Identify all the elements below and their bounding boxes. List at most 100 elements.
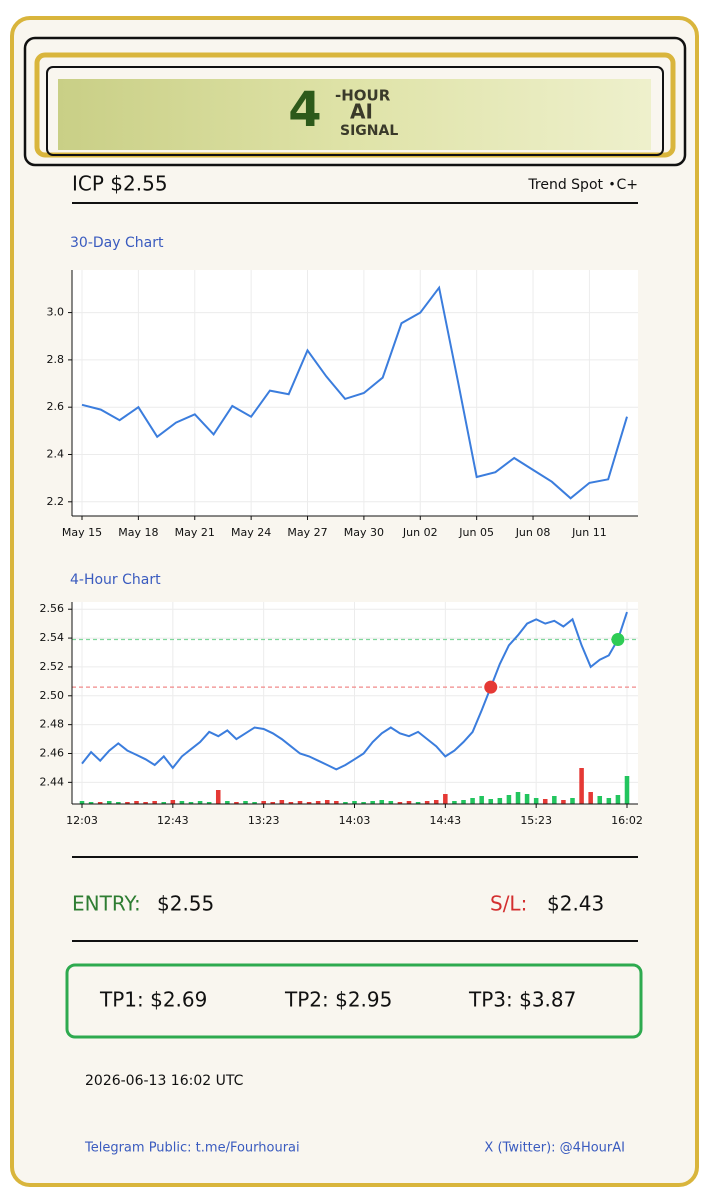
- logo-top: -HOUR: [335, 87, 391, 105]
- y-tick-label: 2.46: [40, 747, 65, 760]
- x-tick-label: Jun 02: [402, 526, 438, 539]
- volume-bar: [161, 802, 167, 804]
- volume-bar: [116, 802, 121, 804]
- volume-bar: [461, 800, 466, 804]
- volume-bar: [188, 802, 194, 804]
- logo: 4 -HOUR AI SIGNAL: [288, 82, 398, 139]
- volume-bar: [125, 802, 130, 804]
- separator: •: [608, 178, 615, 192]
- entry-label: ENTRY:: [72, 892, 141, 916]
- x-tick-label: May 24: [231, 526, 271, 539]
- y-tick-label: 2.52: [40, 660, 65, 673]
- volume-bar: [143, 802, 148, 804]
- volume-bar: [252, 802, 257, 804]
- volume-bar: [170, 800, 176, 804]
- x-tick-label: Jun 11: [571, 526, 607, 539]
- x-tick-label: 15:23: [520, 814, 552, 827]
- volume-bar: [361, 802, 366, 804]
- volume-bar: [443, 794, 448, 804]
- volume-bar: [506, 795, 512, 804]
- y-tick-label: 2.44: [40, 775, 65, 788]
- volume-bar: [406, 801, 412, 804]
- grade: C+: [616, 177, 638, 193]
- telegram-link[interactable]: Telegram Public: t.me/Fourhourai: [84, 1141, 300, 1156]
- volume-bar: [315, 801, 321, 804]
- target: TP3: $3.87: [468, 988, 576, 1012]
- logo-banner: [58, 79, 651, 150]
- x-tick-label: May 21: [175, 526, 215, 539]
- volume-bar: [452, 801, 457, 804]
- logo-bottom: SIGNAL: [340, 123, 398, 139]
- x-tick-label: May 18: [118, 526, 158, 539]
- volume-bar: [370, 801, 375, 804]
- volume-bar: [215, 790, 221, 804]
- volume-bar: [343, 802, 348, 804]
- sl-label: S/L:: [490, 892, 527, 916]
- volume-bar: [524, 794, 530, 804]
- targets-box: [65, 963, 643, 1039]
- volume-bar: [588, 792, 593, 804]
- y-tick-label: 2.56: [40, 602, 65, 615]
- sl-value: $2.43: [547, 892, 604, 916]
- volume-bar: [234, 802, 239, 804]
- x-tick-label: May 27: [287, 526, 327, 539]
- volume-bar: [388, 801, 394, 804]
- volume-bar: [106, 801, 112, 804]
- x-tick-label: 14:43: [429, 814, 461, 827]
- volume-bar: [88, 802, 94, 804]
- target: TP2: $2.95: [284, 988, 392, 1012]
- entry-value: $2.55: [157, 892, 214, 916]
- y-tick-label: 2.54: [40, 631, 65, 644]
- x-tick-label: 14:03: [339, 814, 371, 827]
- volume-bar: [542, 799, 548, 804]
- plot-bg: [72, 270, 638, 516]
- logo-middle: AI: [350, 100, 373, 124]
- logo-number: 4: [288, 82, 321, 138]
- volume-bar: [570, 798, 575, 804]
- signal-marker: [611, 633, 625, 647]
- volume-bar: [552, 796, 557, 804]
- twitter-link[interactable]: X (Twitter): @4HourAI: [484, 1141, 625, 1156]
- x-tick-label: 12:43: [157, 814, 189, 827]
- volume-bar: [561, 800, 566, 804]
- volume-bar: [97, 802, 103, 804]
- volume-bar: [479, 796, 484, 804]
- volume-bar: [197, 801, 203, 804]
- volume-bar: [515, 792, 521, 804]
- x-tick-label: May 15: [62, 526, 102, 539]
- volume-bar: [352, 801, 357, 804]
- volume-bar: [243, 801, 248, 804]
- volume-bar: [134, 801, 139, 804]
- volume-bar: [615, 795, 621, 804]
- volume-bar: [533, 798, 539, 804]
- x-tick-label: Jun 08: [515, 526, 551, 539]
- x-tick-label: Jun 05: [458, 526, 494, 539]
- volume-bar: [297, 801, 303, 804]
- volume-bar: [397, 802, 403, 804]
- ticker-price: ICP $2.55: [72, 172, 168, 196]
- target: TP1: $2.69: [99, 988, 207, 1012]
- header-frame-inner: [46, 66, 664, 156]
- volume-bar: [497, 798, 503, 804]
- price-line: [81, 285, 628, 500]
- volume-bar: [270, 802, 276, 804]
- source: Trend Spot: [527, 177, 603, 193]
- volume-bar: [261, 801, 266, 804]
- y-tick-label: 2.6: [47, 400, 65, 413]
- price-line: [81, 611, 628, 771]
- chart-title: 4-Hour Chart: [70, 572, 161, 588]
- y-tick-label: 2.2: [47, 495, 65, 508]
- volume-bar: [206, 802, 212, 804]
- volume-bar: [279, 800, 285, 804]
- y-tick-label: 2.50: [40, 689, 65, 702]
- volume-bar: [597, 796, 603, 804]
- x-tick-label: 13:23: [248, 814, 280, 827]
- volume-bar: [288, 802, 294, 804]
- volume-bar: [433, 800, 439, 804]
- volume-bar: [79, 801, 85, 804]
- volume-bar: [488, 799, 494, 804]
- volume-bar: [152, 801, 157, 804]
- chart-title: 30-Day Chart: [70, 235, 164, 251]
